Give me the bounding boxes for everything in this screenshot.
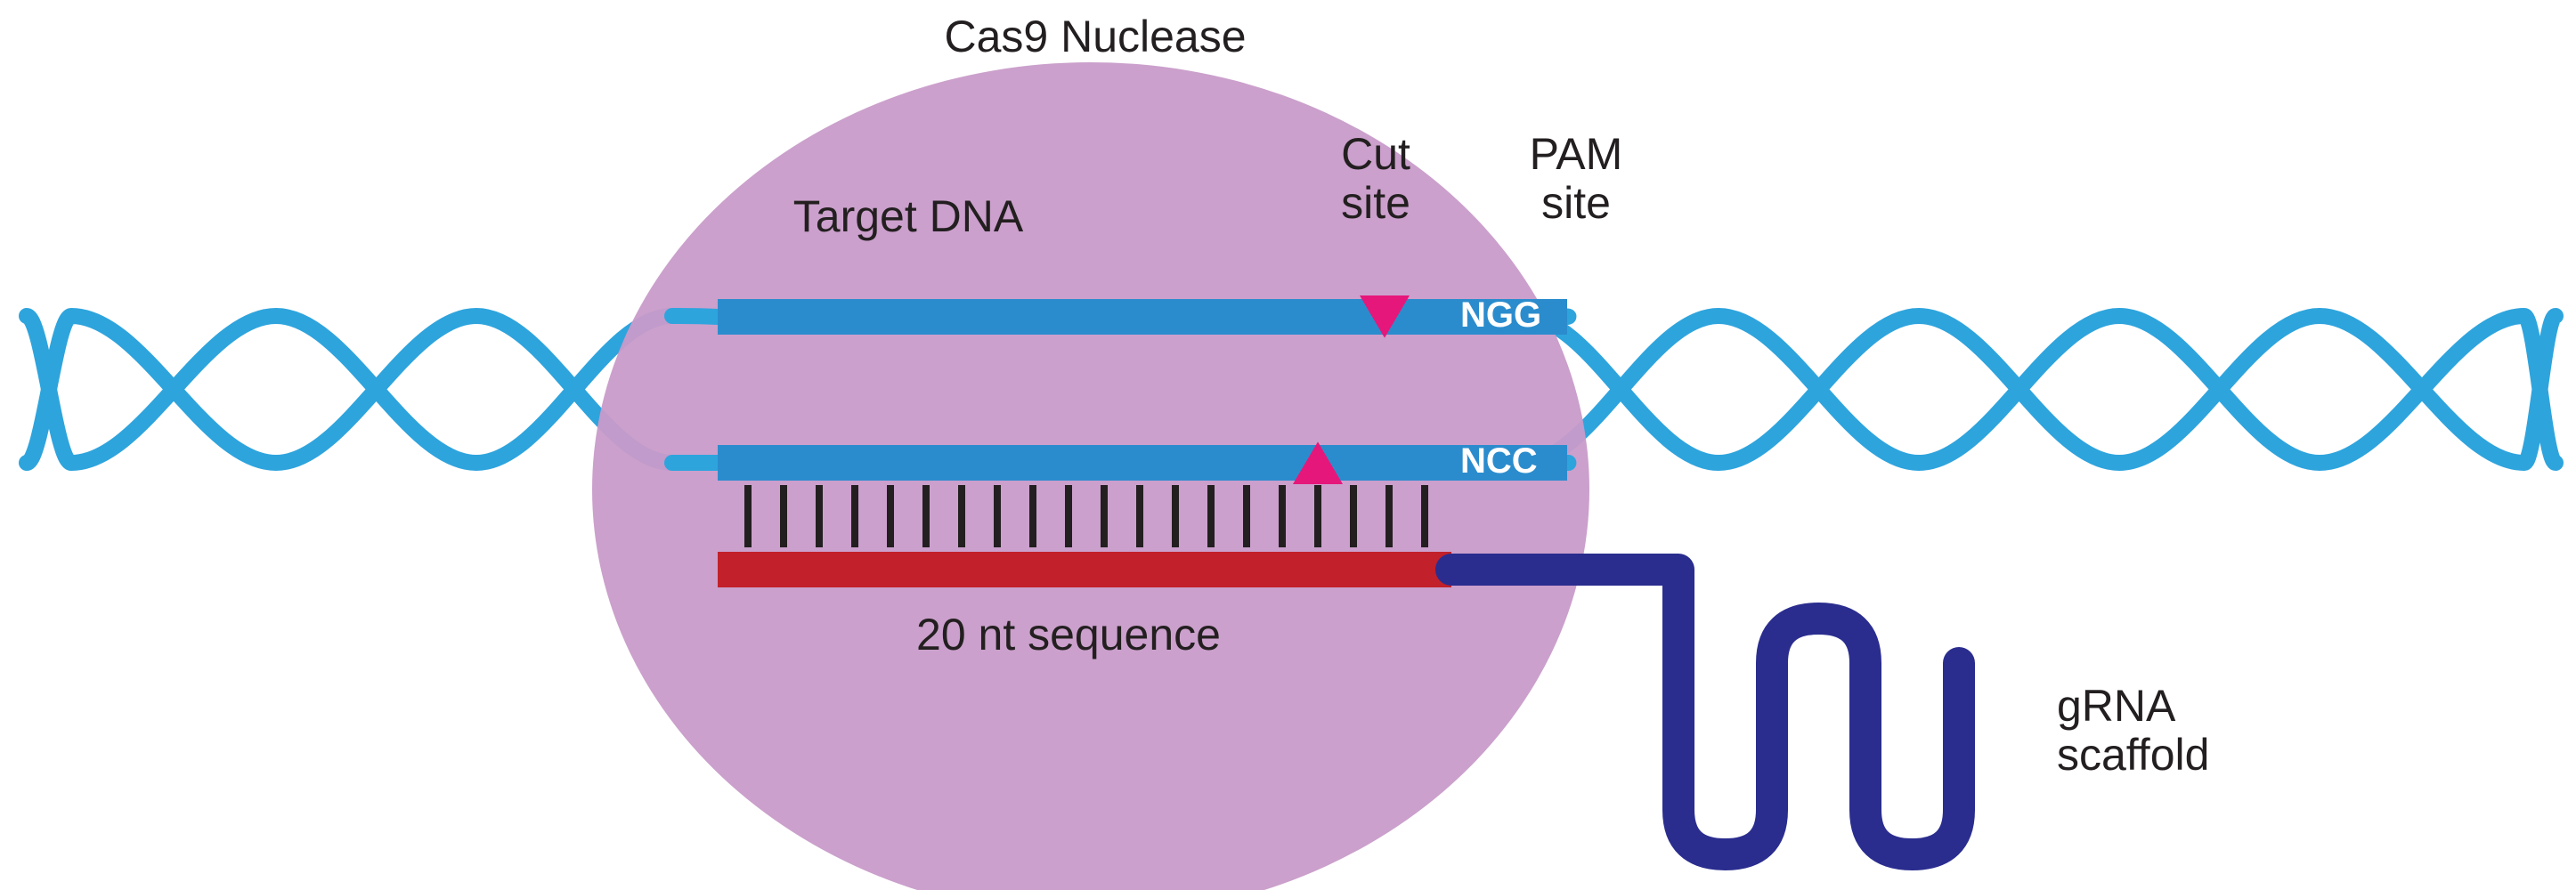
cas9-label: Cas9 Nuclease — [944, 12, 1246, 61]
pam-bottom-label: NCC — [1460, 441, 1538, 481]
scaffold-label: gRNAscaffold — [2057, 681, 2209, 780]
target-dna-bottom — [718, 445, 1567, 481]
dna-connector-tl — [672, 316, 718, 317]
spacer-label: 20 nt sequence — [916, 610, 1221, 659]
pam-top-label: NGG — [1460, 295, 1541, 335]
target-dna-label: Target DNA — [793, 191, 1024, 241]
pam-site-label: PAMsite — [1530, 129, 1623, 228]
spacer-bar — [718, 552, 1451, 587]
cut-site-label: Cutsite — [1341, 129, 1410, 228]
target-dna-top — [718, 299, 1567, 335]
